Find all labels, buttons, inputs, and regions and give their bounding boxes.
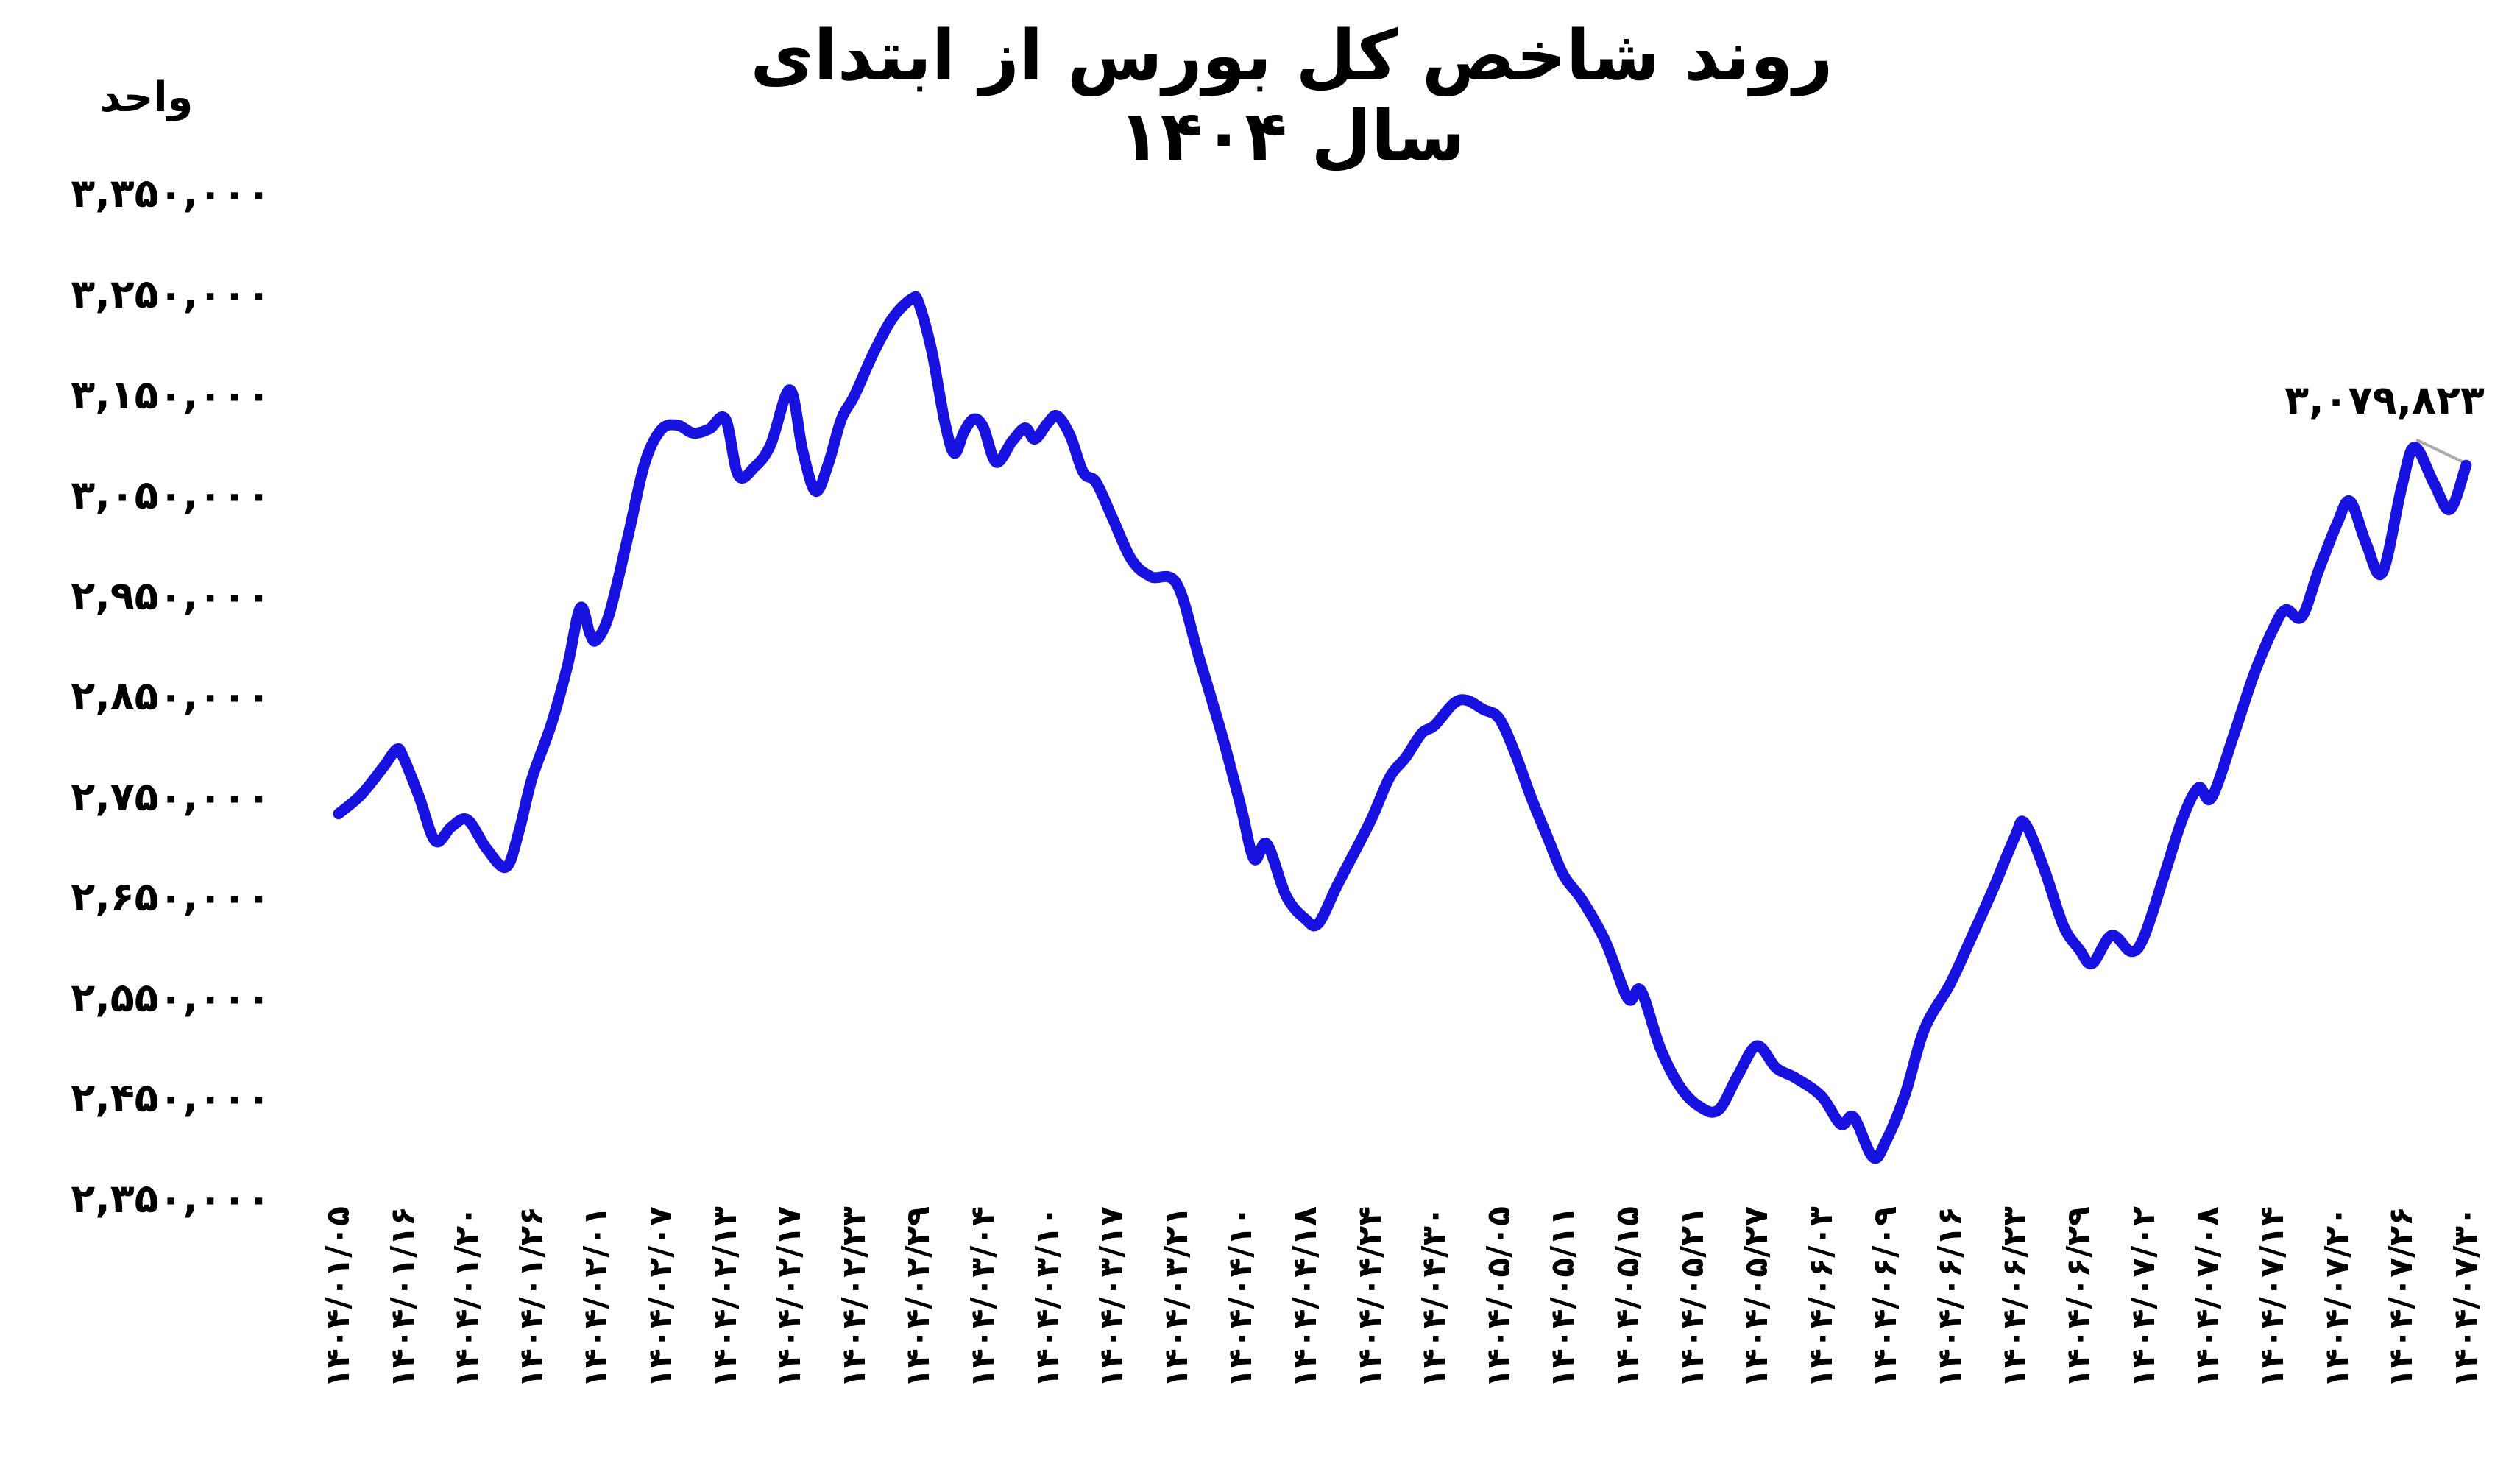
x-axis-label: ۱۴۰۴/۰۵/۲۱ <box>1673 1206 1711 1388</box>
x-axis-label: ۱۴۰۴/۰۲/۰۱ <box>577 1206 615 1388</box>
y-axis-label: ۳,۰۵۰,۰۰۰ <box>71 472 271 518</box>
x-axis-label: ۱۴۰۴/۰۵/۱۵ <box>1609 1206 1646 1388</box>
x-axis-label: ۱۴۰۴/۰۷/۲۰ <box>2318 1206 2356 1388</box>
y-axis-label: ۲,۸۵۰,۰۰۰ <box>71 673 271 719</box>
index-line <box>333 291 2472 1164</box>
y-axis-label: ۲,۴۵۰,۰۰۰ <box>71 1075 271 1121</box>
x-axis-label: ۱۴۰۴/۰۷/۲۶ <box>2382 1206 2421 1388</box>
x-axis-label: ۱۴۰۴/۰۱/۲۰ <box>448 1206 486 1388</box>
y-axis-label: ۳,۲۵۰,۰۰۰ <box>71 271 271 317</box>
y-axis-label: ۲,۷۵۰,۰۰۰ <box>71 773 271 820</box>
x-axis-label: ۱۴۰۴/۰۷/۰۸ <box>2189 1206 2227 1388</box>
x-axis-label: ۱۴۰۴/۰۳/۰۴ <box>964 1206 1002 1388</box>
x-axis-label: ۱۴۰۴/۰۲/۰۷ <box>642 1206 679 1388</box>
x-axis-label: ۱۴۰۴/۰۵/۱۱ <box>1544 1206 1582 1388</box>
x-axis-label: ۱۴۰۴/۰۷/۳۰ <box>2446 1206 2485 1388</box>
x-axis-label: ۱۴۰۴/۰۱/۰۵ <box>319 1206 357 1388</box>
x-axis-label: ۱۴۰۴/۰۵/۰۵ <box>1479 1206 1518 1388</box>
x-axis-label: ۱۴۰۴/۰۴/۱۸ <box>1286 1206 1324 1388</box>
x-axis-label: ۱۴۰۴/۰۶/۲۳ <box>1995 1206 2034 1388</box>
x-axis-label: ۱۴۰۴/۰۱/۲۶ <box>512 1206 551 1388</box>
y-axis-label: ۲,۵۵۰,۰۰۰ <box>71 974 271 1021</box>
x-axis-label: ۱۴۰۴/۰۳/۲۱ <box>1157 1206 1195 1388</box>
y-axis-label: ۳,۳۵۰,۰۰۰ <box>71 170 271 217</box>
x-axis-label: ۱۴۰۴/۰۴/۳۰ <box>1415 1206 1454 1388</box>
x-axis-label: ۱۴۰۴/۰۲/۲۳ <box>835 1206 873 1388</box>
x-axis-label: ۱۴۰۴/۰۲/۲۹ <box>899 1206 938 1388</box>
y-axis-label: ۲,۳۵۰,۰۰۰ <box>71 1175 271 1222</box>
x-axis-label: ۱۴۰۴/۰۷/۰۲ <box>2124 1206 2162 1388</box>
x-axis-label: ۱۴۰۴/۰۳/۱۷ <box>1093 1206 1131 1388</box>
x-axis-label: ۱۴۰۴/۰۶/۲۹ <box>2060 1206 2098 1388</box>
annotation-leader-line <box>2415 439 2466 464</box>
x-axis-label: ۱۴۰۴/۰۶/۰۹ <box>1866 1206 1905 1388</box>
x-axis-label: ۱۴۰۴/۰۶/۰۳ <box>1802 1206 1840 1388</box>
last-value-annotation: ۳,۰۷۹,۸۲۳ <box>2284 377 2485 423</box>
y-axis-label: ۲,۹۵۰,۰۰۰ <box>71 572 271 619</box>
x-axis-label: ۱۴۰۴/۰۶/۱۶ <box>1931 1206 1969 1388</box>
y-axis-label: ۲,۶۵۰,۰۰۰ <box>71 874 271 920</box>
x-axis-label: ۱۴۰۴/۰۲/۱۳ <box>706 1206 744 1388</box>
x-axis-label: ۱۴۰۴/۰۴/۲۴ <box>1351 1206 1389 1388</box>
x-axis-label: ۱۴۰۴/۰۵/۲۷ <box>1738 1206 1776 1388</box>
x-axis-label: ۱۴۰۴/۰۴/۱۰ <box>1222 1206 1260 1388</box>
x-axis-label: ۱۴۰۴/۰۱/۱۶ <box>383 1206 422 1388</box>
y-axis-unit-label: واحد <box>99 74 194 121</box>
y-axis-label: ۳,۱۵۰,۰۰۰ <box>71 371 271 418</box>
chart-title: روند شاخص کل بورس از ابتدای سال ۱۴۰۴ <box>750 16 1833 177</box>
x-axis-label: ۱۴۰۴/۰۳/۱۰ <box>1028 1206 1066 1388</box>
x-axis-label: ۱۴۰۴/۰۲/۱۷ <box>771 1206 809 1388</box>
x-axis-label: ۱۴۰۴/۰۷/۱۴ <box>2254 1206 2291 1388</box>
